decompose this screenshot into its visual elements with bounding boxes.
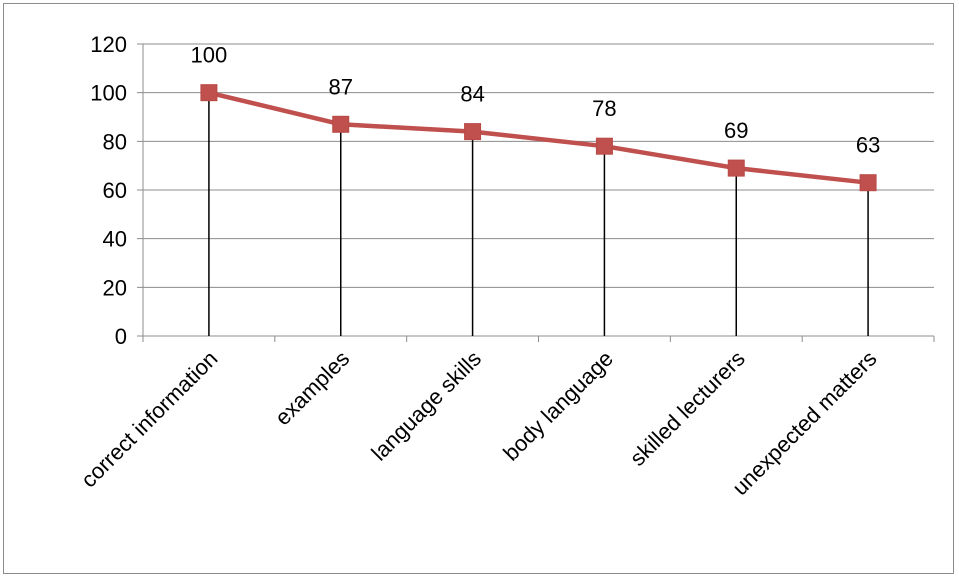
y-axis: 0 20 40 60 80 100 120 (90, 32, 144, 349)
y-tick-label: 120 (90, 32, 127, 57)
y-tick-label: 80 (103, 129, 127, 154)
category-label: unexpected matters (727, 346, 881, 500)
data-point-marker (859, 174, 877, 192)
series-layer (200, 84, 877, 192)
category-label: examples (270, 346, 354, 430)
chart-frame (3, 3, 954, 574)
data-point-marker (332, 115, 350, 133)
data-point-marker (464, 123, 482, 141)
x-axis: correct information examples language skil… (76, 336, 935, 500)
data-label: 69 (724, 118, 748, 143)
category-label: body language (498, 346, 618, 466)
drop-lines (208, 92, 869, 336)
y-tick-label: 100 (90, 81, 127, 106)
category-label: language skills (366, 346, 486, 466)
data-label: 100 (191, 43, 228, 68)
y-tick-label: 20 (103, 275, 127, 300)
gridlines (137, 43, 934, 337)
y-tick-label: 0 (115, 324, 127, 349)
data-point-marker (200, 84, 218, 102)
category-label: correct information (76, 346, 223, 493)
data-point-marker (727, 159, 745, 177)
data-labels: 100 87 84 78 69 63 (191, 43, 881, 158)
data-label: 63 (856, 133, 880, 158)
data-label: 78 (592, 96, 616, 121)
data-point-marker (595, 137, 613, 155)
category-label: skilled lecturers (625, 346, 750, 471)
data-label: 87 (329, 74, 353, 99)
series-line (208, 90, 869, 185)
y-tick-label: 60 (103, 178, 127, 203)
data-label: 84 (460, 82, 484, 107)
y-tick-label: 40 (103, 227, 127, 252)
